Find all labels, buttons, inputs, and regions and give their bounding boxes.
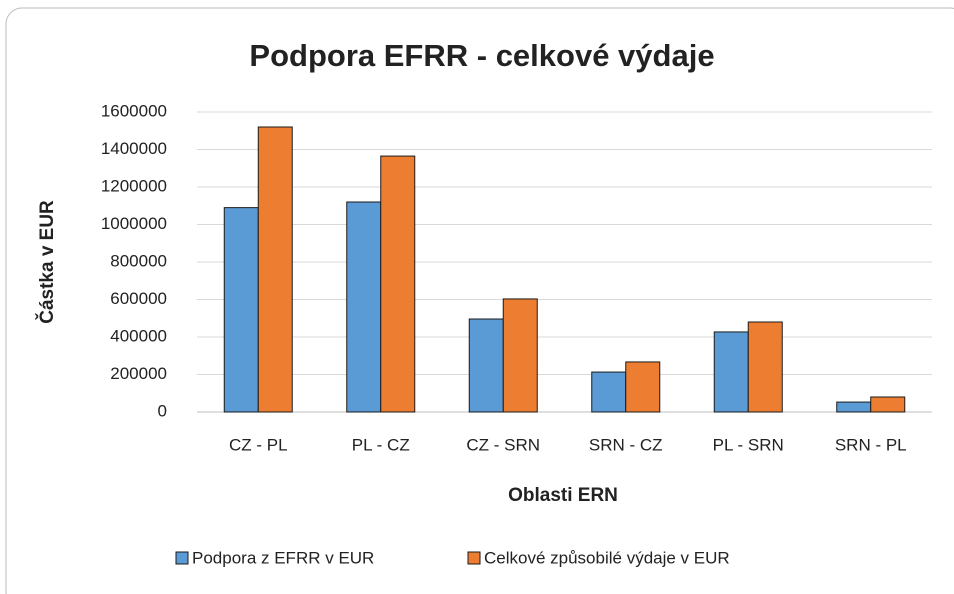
chart-title: Podpora EFRR - celkové výdaje (249, 38, 714, 73)
x-tick-label: SRN - CZ (589, 435, 663, 454)
y-tick-label: 0 (158, 401, 167, 420)
y-tick-label: 1400000 (101, 139, 167, 158)
legend-label: Podpora z EFRR v EUR (192, 548, 374, 567)
y-tick-label: 1600000 (101, 101, 167, 120)
bar (870, 396, 906, 413)
x-tick-label: PL - CZ (352, 435, 410, 454)
bar (836, 401, 872, 413)
y-tick-label: 1200000 (101, 176, 167, 195)
bar (380, 155, 416, 413)
x-tick-label: SRN - PL (835, 435, 907, 454)
x-tick-label: CZ - SRN (466, 435, 540, 454)
bar (257, 126, 293, 413)
chart-frame (5, 7, 954, 594)
bar (747, 321, 783, 413)
y-tick-label: 200000 (110, 364, 167, 383)
bar (502, 298, 538, 413)
bar (625, 361, 661, 413)
legend-label: Celkové způsobilé výdaje v EUR (484, 548, 730, 567)
bar (591, 371, 627, 413)
legend-swatch (467, 551, 481, 565)
bar (713, 331, 749, 413)
x-axis-label: Oblasti ERN (508, 485, 618, 506)
bar (468, 318, 504, 413)
y-tick-label: 400000 (110, 326, 167, 345)
bar (346, 201, 382, 413)
bar (223, 207, 259, 413)
y-tick-label: 800000 (110, 251, 167, 270)
x-tick-label: CZ - PL (229, 435, 288, 454)
y-tick-label: 1000000 (101, 214, 167, 233)
y-tick-label: 600000 (110, 289, 167, 308)
legend-swatch (175, 551, 189, 565)
y-axis-label: Částka v EUR (36, 200, 58, 324)
x-tick-label: PL - SRN (713, 435, 784, 454)
